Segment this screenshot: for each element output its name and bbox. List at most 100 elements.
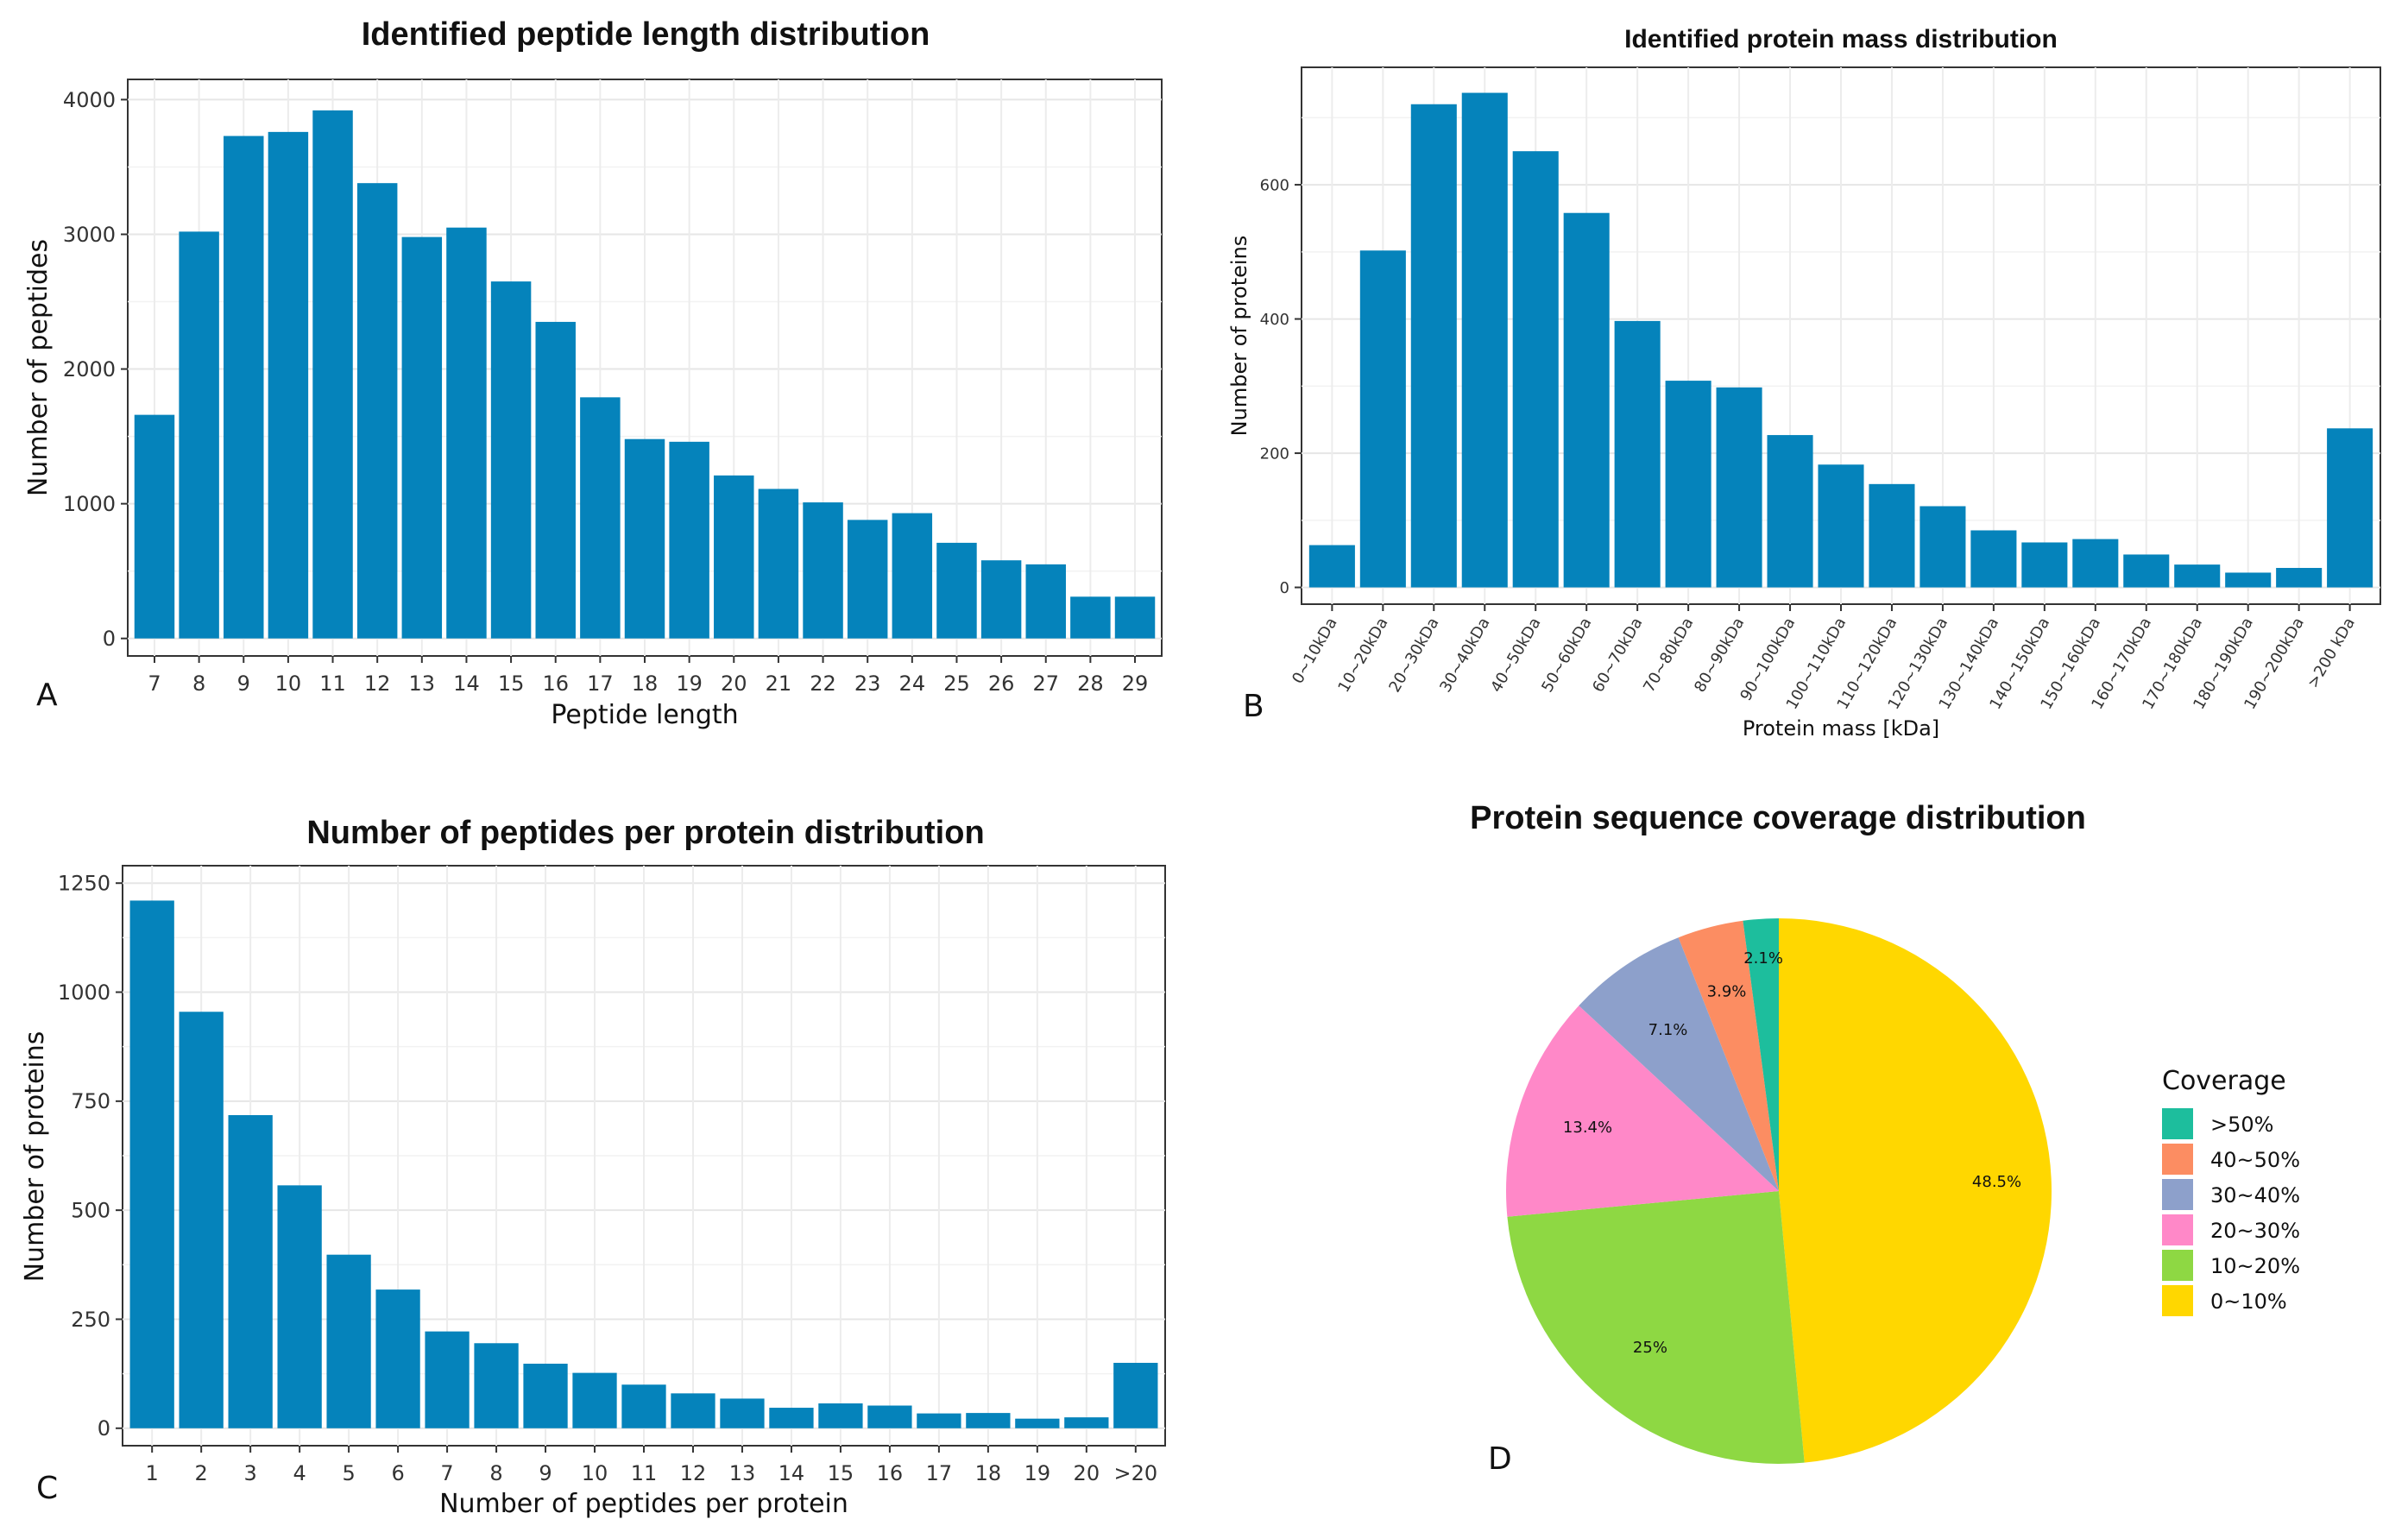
panel-c-bar-3 xyxy=(228,1115,273,1428)
panel-a-bar-9 xyxy=(224,136,264,639)
panel-a-xtick-label: 23 xyxy=(854,671,881,696)
panel-b-xlabel: Protein mass [kDa] xyxy=(1743,716,1939,741)
panel-c-bar-6 xyxy=(375,1289,420,1428)
panel-a-bar-18 xyxy=(624,438,665,639)
panel-b-bar-160~170kDa xyxy=(2123,554,2170,588)
panel-a-bar-8 xyxy=(179,231,219,639)
panel-c-xtick-label: 5 xyxy=(342,1461,355,1485)
panel-c-bar-15 xyxy=(818,1403,863,1428)
panel-c-bar-12 xyxy=(671,1393,715,1428)
pie-label-0~10%: 48.5% xyxy=(1972,1173,2021,1191)
panel-a-bar-7 xyxy=(134,414,175,639)
panel-b-bar-90~100kDa xyxy=(1767,435,1813,588)
panel-c-bar-1 xyxy=(129,900,174,1428)
pie-slice-0~10% xyxy=(1779,918,2052,1463)
panel-c-xtick-label: 3 xyxy=(244,1461,257,1485)
panel-b-bar-50~60kDa xyxy=(1563,212,1610,588)
panel-d-letter: D xyxy=(1488,1441,1512,1477)
panel-c-bar-19 xyxy=(1015,1418,1060,1428)
panel-a-xtick-label: 9 xyxy=(237,671,250,696)
panel-b-bar->200 kDa xyxy=(2327,428,2373,588)
panel-b-bar-80~90kDa xyxy=(1716,387,1762,588)
panel-c-letter: C xyxy=(36,1471,58,1506)
panel-a-xtick-label: 17 xyxy=(587,671,614,696)
panel-b-bar-190~200kDa xyxy=(2276,568,2323,588)
panel-b-bar-30~40kDa xyxy=(1461,92,1508,588)
panel-b-letter: B xyxy=(1243,689,1264,724)
panel-b-bar-60~70kDa xyxy=(1614,320,1661,588)
panel-b-xtick-label: 40~50kDa xyxy=(1487,615,1544,696)
panel-a-xtick-label: 11 xyxy=(319,671,346,696)
legend-swatch-10~20% xyxy=(2162,1250,2193,1281)
legend-swatch-30~40% xyxy=(2162,1179,2193,1210)
panel-a-bar-25 xyxy=(936,542,977,639)
legend-swatch-0~10% xyxy=(2162,1285,2193,1316)
legend-label-40~50%: 40~50% xyxy=(2210,1148,2300,1172)
panel-a-bar-14 xyxy=(446,227,487,639)
panel-a-bar-11 xyxy=(312,110,353,639)
panel-c-xtick-label: 2 xyxy=(195,1461,208,1485)
panel-c-bar->20 xyxy=(1113,1363,1158,1428)
pie-label-10~20%: 25% xyxy=(1633,1339,1667,1357)
panel-a-bar-12 xyxy=(356,183,398,639)
panel-b-xtick-label: 50~60kDa xyxy=(1538,615,1595,696)
panel-a-xtick-label: 12 xyxy=(364,671,391,696)
panel-a-bar-19 xyxy=(669,441,709,639)
pie-slice-40~50% xyxy=(1678,920,1779,1191)
panel-c-xtick-label: 8 xyxy=(489,1461,502,1485)
panel-c-bar-9 xyxy=(523,1364,568,1428)
panel-c-bar-11 xyxy=(621,1384,666,1428)
panel-a-bar-22 xyxy=(803,502,843,639)
panel-c-xtick-label: >20 xyxy=(1113,1461,1157,1485)
panel-b-xtick-label: 30~40kDa xyxy=(1436,615,1493,696)
panel-b-xtick-label: 20~30kDa xyxy=(1385,615,1442,696)
pie-slice-20~30% xyxy=(1506,1006,1779,1217)
panel-b-bar-0~10kDa xyxy=(1308,545,1355,588)
panel-a-title: Identified peptide length distribution xyxy=(362,16,930,53)
panel-a-xtick-label: 24 xyxy=(899,671,926,696)
panel-c-xtick-label: 7 xyxy=(440,1461,453,1485)
panel-c-bar-18 xyxy=(966,1413,1011,1428)
panel-a-xtick-label: 14 xyxy=(453,671,480,696)
panel-a-xtick-label: 15 xyxy=(498,671,525,696)
panel-a-bar-17 xyxy=(580,397,621,639)
panel-c-bar-7 xyxy=(425,1331,470,1428)
panel-a-xtick-label: 19 xyxy=(676,671,703,696)
panel-c-xlabel: Number of peptides per protein xyxy=(439,1489,848,1519)
panel-c-xtick-label: 4 xyxy=(293,1461,306,1485)
panel-c-bar-8 xyxy=(474,1343,519,1428)
panel-c-ylabel: Number of proteins xyxy=(20,1031,50,1283)
legend-swatch-40~50% xyxy=(2162,1144,2193,1175)
panel-b-bar-120~130kDa xyxy=(1919,506,1966,588)
panel-c-xtick-label: 10 xyxy=(582,1461,608,1485)
panel-c-xtick-label: 15 xyxy=(828,1461,854,1485)
panel-a-peptide-length-chart: Identified peptide length distribution 0… xyxy=(23,16,1163,730)
panel-c-ytick-label: 500 xyxy=(71,1199,110,1223)
panel-b-bar-70~80kDa xyxy=(1665,381,1711,588)
pie-label-40~50%: 3.9% xyxy=(1707,983,1747,1001)
panel-a-bar-15 xyxy=(490,281,532,639)
panel-a-ytick-label: 1000 xyxy=(63,492,116,516)
panel-a-xtick-label: 26 xyxy=(988,671,1015,696)
panel-a-ytick-label: 2000 xyxy=(63,357,116,381)
panel-c-xtick-label: 16 xyxy=(877,1461,904,1485)
panel-c-xtick-label: 13 xyxy=(729,1461,756,1485)
panel-b-ytick-label: 400 xyxy=(1260,311,1289,329)
panel-c-ytick-label: 0 xyxy=(98,1416,110,1441)
panel-b-xtick-label: 80~90kDa xyxy=(1691,615,1748,696)
panel-d-title: Protein sequence coverage distribution xyxy=(1470,800,2086,836)
panel-a-xtick-label: 22 xyxy=(810,671,836,696)
panel-c-xtick-label: 17 xyxy=(926,1461,953,1485)
panel-c-bar-14 xyxy=(769,1408,814,1428)
panel-c-xtick-label: 6 xyxy=(391,1461,404,1485)
panel-c-xtick-label: 12 xyxy=(680,1461,707,1485)
panel-a-xtick-label: 8 xyxy=(192,671,205,696)
panel-c-peptides-per-protein-chart: Number of peptides per protein distribut… xyxy=(20,815,1166,1519)
panel-c-ytick-label: 750 xyxy=(71,1089,110,1113)
panel-b-xtick-label: 70~80kDa xyxy=(1640,615,1697,696)
panel-a-xtick-label: 27 xyxy=(1032,671,1059,696)
panel-a-bar-16 xyxy=(535,321,576,639)
panel-b-bar-180~190kDa xyxy=(2225,572,2272,588)
legend-label-0~10%: 0~10% xyxy=(2210,1289,2287,1314)
panel-b-bar-110~120kDa xyxy=(1869,483,1915,588)
